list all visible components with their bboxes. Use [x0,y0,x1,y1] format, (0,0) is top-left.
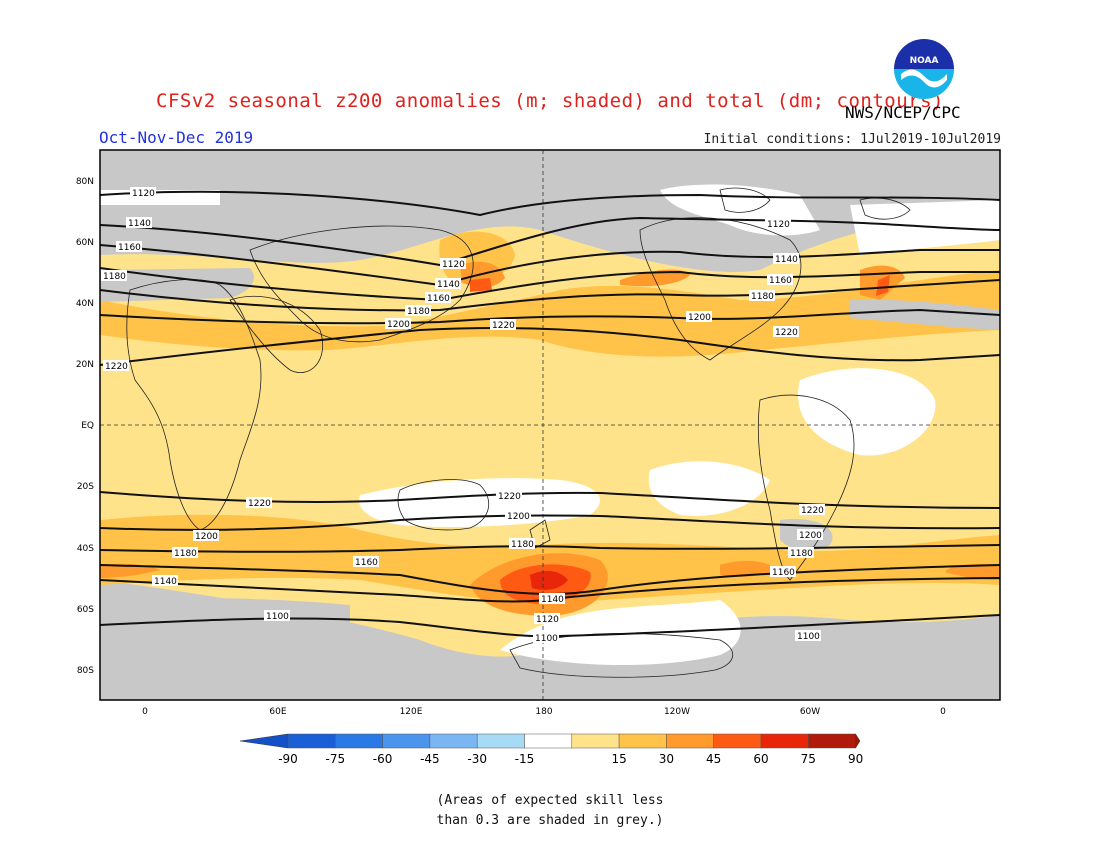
lat-label: 60N [76,238,94,248]
contour-label: 1160 [769,276,792,286]
contour-label: 1200 [195,532,218,542]
colorbar-segment [429,733,478,749]
contour-label: 1120 [132,189,155,199]
colorbar-low-arrow [239,733,289,749]
colorbar-segment [618,733,667,749]
contour-label: 1200 [507,512,530,522]
contour-label: 1220 [775,328,798,338]
contour-label: 1200 [387,320,410,330]
colorbar-tick-label: -90 [278,752,298,766]
colorbar-segment [287,733,336,749]
lat-label: 20S [77,482,94,492]
colorbar-tick-label: -60 [373,752,393,766]
contour-label: 1140 [541,595,564,605]
colorbar-high-arrow [855,733,861,749]
contour-label: 1220 [248,499,271,509]
colorbar-tick-label: -45 [420,752,440,766]
colorbar: -90 -75 -60 -45 -30 -15 15 30 45 60 75 90 [239,733,863,766]
contour-label: 1220 [105,362,128,372]
lon-label: 0 [940,707,946,717]
colorbar-segment [713,733,762,749]
contour-label: 1140 [437,280,460,290]
map-frame [99,149,1001,701]
contour-label: 1180 [751,292,774,302]
lon-label: 120E [400,707,423,717]
contour-label: 1120 [442,260,465,270]
contour-label: 1140 [154,577,177,587]
season-label: Oct-Nov-Dec 2019 [99,128,254,147]
contour-label: 1180 [174,549,197,559]
contour-label: 1160 [772,568,795,578]
contour-label: 1100 [797,632,820,642]
contour-label: 1120 [536,615,559,625]
colorbar-tick-label: -15 [515,752,535,766]
colorbar-tick-label: -75 [325,752,345,766]
lon-label: 0 [142,707,148,717]
colorbar-tick-label: -30 [467,752,487,766]
lon-label: 180 [535,707,552,717]
agency-label: NWS/NCEP/CPC [845,103,961,122]
contour-label: 1180 [407,307,430,317]
lat-label: 80S [77,666,94,676]
noaa-logo: NOAA [894,39,954,99]
contour-label: 1200 [688,313,711,323]
colorbar-segment [524,733,573,749]
contour-label: 1200 [799,531,822,541]
skill-note-line1: (Areas of expected skill less [436,793,664,808]
noaa-logo-text: NOAA [910,56,939,66]
colorbar-segment [808,733,856,749]
contour-label: 1180 [103,272,126,282]
colorbar-segment [476,733,525,749]
contour-label: 1100 [535,634,558,644]
colorbar-tick-label: 90 [848,752,863,766]
lon-label: 60W [800,707,820,717]
map-title: CFSv2 seasonal z200 anomalies (m; shaded… [156,90,944,112]
contour-label: 1180 [511,540,534,550]
colorbar-tick-label: 75 [801,752,816,766]
contour-label: 1220 [498,492,521,502]
skill-note-line2: than 0.3 are shaded in grey.) [436,813,664,828]
lon-label: 60E [269,707,286,717]
colorbar-tick-label: 45 [706,752,721,766]
latitude-labels: 80N 60N 40N 20N EQ 20S 40S 60S 80S [76,177,94,676]
initial-conditions-label: Initial conditions: 1Jul2019-10Jul2019 [703,132,1001,147]
lat-label: 20N [76,360,94,370]
contour-label: 1140 [128,219,151,229]
contour-label: 1100 [266,612,289,622]
colorbar-tick-label: 15 [611,752,626,766]
colorbar-segment [335,733,383,749]
skill-note: (Areas of expected skill less than 0.3 a… [0,791,1100,831]
colorbar-tick-label: 30 [659,752,674,766]
contour-label: 1220 [492,321,515,331]
colorbar-segment [666,733,714,749]
contour-label: 1160 [427,294,450,304]
colorbar-segment [760,733,809,749]
contour-label: 1120 [767,220,790,230]
contour-labels: 1120 1140 1160 1180 1120 1140 1160 1180 … [101,187,825,644]
contour-label: 1180 [790,549,813,559]
contour-label: 1140 [775,255,798,265]
lat-label: 40S [77,544,94,554]
lat-label: 60S [77,605,94,615]
contour-label: 1160 [118,243,141,253]
contour-label: 1220 [801,506,824,516]
longitude-labels: 0 60E 120E 180 120W 60W 0 [142,707,946,717]
colorbar-segment [382,733,431,749]
lon-label: 120W [664,707,690,717]
colorbar-tick-label: 60 [753,752,768,766]
colorbar-segment [571,733,620,749]
lat-label: EQ [81,421,94,431]
lat-label: 80N [76,177,94,187]
contour-label: 1160 [355,558,378,568]
lat-label: 40N [76,299,94,309]
